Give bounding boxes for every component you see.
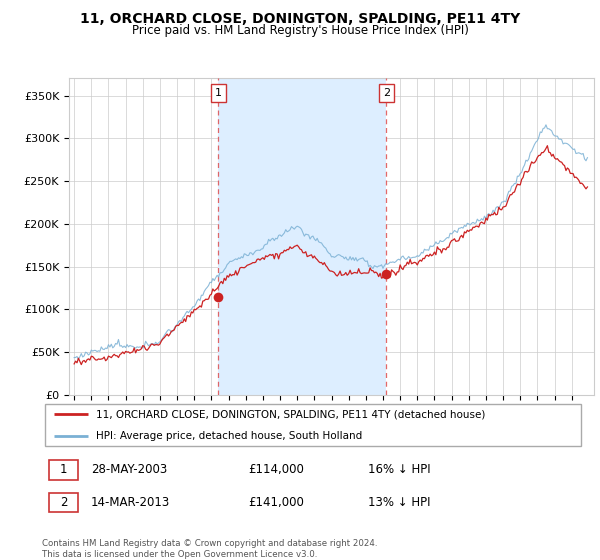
Text: £114,000: £114,000 [248,463,304,476]
Text: Contains HM Land Registry data © Crown copyright and database right 2024.
This d: Contains HM Land Registry data © Crown c… [42,539,377,559]
Text: 11, ORCHARD CLOSE, DONINGTON, SPALDING, PE11 4TY (detached house): 11, ORCHARD CLOSE, DONINGTON, SPALDING, … [97,409,485,419]
FancyBboxPatch shape [45,404,581,446]
Text: 2: 2 [59,496,67,509]
Text: HPI: Average price, detached house, South Holland: HPI: Average price, detached house, Sout… [97,431,362,441]
Text: 13% ↓ HPI: 13% ↓ HPI [368,496,430,509]
Text: 28-MAY-2003: 28-MAY-2003 [91,463,167,476]
Text: 2: 2 [383,87,390,97]
Text: Price paid vs. HM Land Registry's House Price Index (HPI): Price paid vs. HM Land Registry's House … [131,24,469,37]
Text: 1: 1 [59,463,67,476]
Text: 11, ORCHARD CLOSE, DONINGTON, SPALDING, PE11 4TY: 11, ORCHARD CLOSE, DONINGTON, SPALDING, … [80,12,520,26]
Text: 14-MAR-2013: 14-MAR-2013 [91,496,170,509]
FancyBboxPatch shape [49,460,79,479]
Text: 16% ↓ HPI: 16% ↓ HPI [368,463,430,476]
Text: £141,000: £141,000 [248,496,304,509]
FancyBboxPatch shape [49,493,79,512]
Text: 1: 1 [215,87,222,97]
Bar [218,78,386,395]
